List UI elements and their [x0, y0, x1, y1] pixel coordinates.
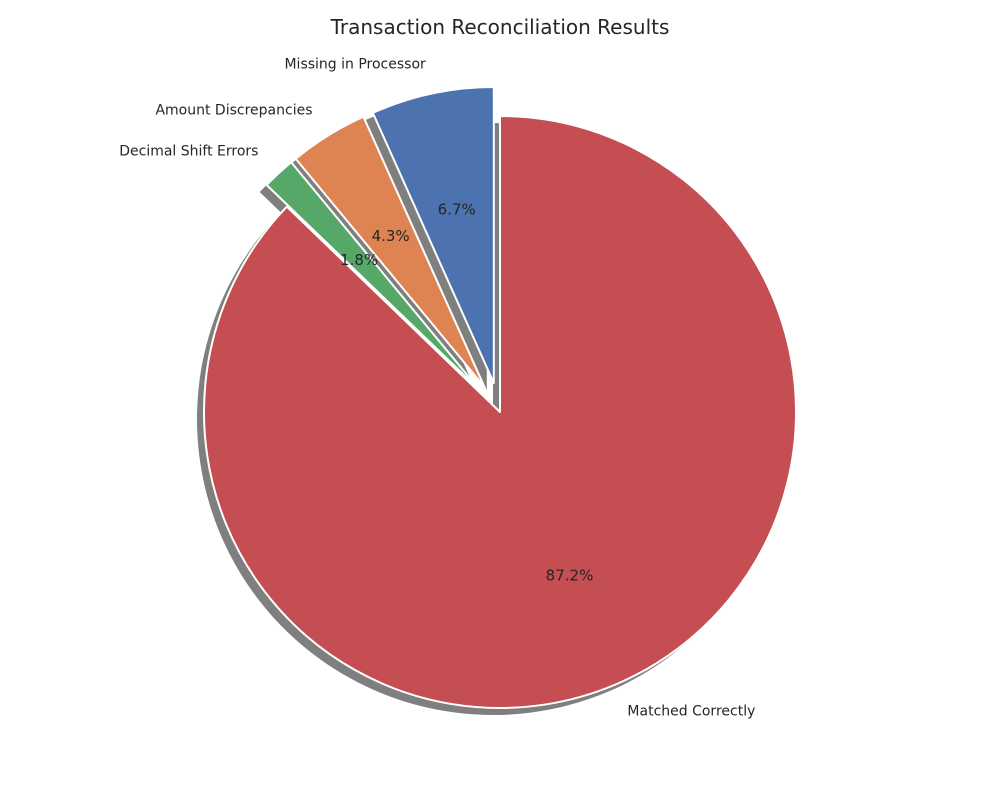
percent-label-missing-in-processor: 6.7% — [438, 200, 476, 218]
percent-label-matched-correctly: 87.2% — [546, 566, 594, 584]
category-labels: Missing in Processor Amount Discrepancies… — [119, 57, 755, 720]
slice-decimal-shift-errors — [265, 161, 481, 392]
percent-label-amount-discrepancies: 4.3% — [372, 227, 410, 245]
slice-missing-in-processor — [371, 86, 495, 385]
percent-labels: 6.7% 4.3% 1.8% 87.2% — [340, 200, 593, 584]
category-label-matched-correctly: Matched Correctly — [627, 704, 755, 720]
chart-title: Transaction Reconciliation Results — [330, 15, 670, 39]
category-label-decimal-shift-errors: Decimal Shift Errors — [119, 144, 258, 160]
pie-slices — [203, 86, 797, 709]
category-label-missing-in-processor: Missing in Processor — [284, 57, 426, 73]
slice-amount-discrepancies — [294, 115, 486, 388]
slice-matched-correctly — [203, 115, 797, 709]
percent-label-decimal-shift-errors: 1.8% — [340, 251, 378, 269]
category-label-amount-discrepancies: Amount Discrepancies — [155, 102, 312, 118]
